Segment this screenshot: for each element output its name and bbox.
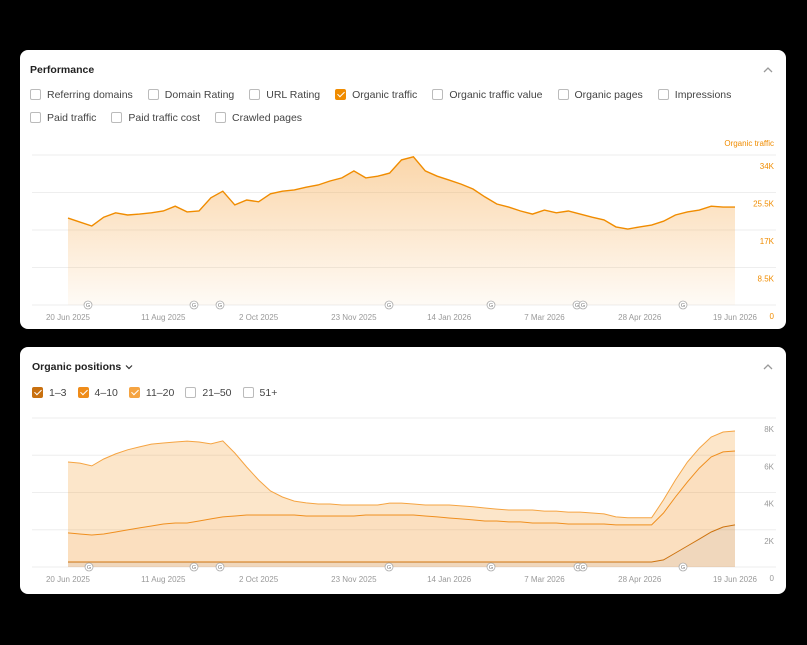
checkbox-label: Paid traffic: [47, 111, 97, 124]
checkbox-option[interactable]: 1–3: [32, 386, 67, 399]
checkbox[interactable]: [111, 112, 123, 123]
panel-title: Performance: [30, 64, 95, 76]
checkbox-option[interactable]: Paid traffic: [30, 111, 96, 124]
panel-title-row[interactable]: Organic positions: [32, 361, 133, 373]
checkbox-option[interactable]: Paid traffic cost: [111, 111, 200, 124]
checkbox-option[interactable]: 51+: [242, 386, 278, 399]
checkbox[interactable]: [77, 387, 89, 398]
positions-panel: [20, 347, 786, 594]
checkbox-option[interactable]: Organic traffic value: [432, 88, 543, 101]
checkbox-label: 51+: [259, 386, 278, 399]
checkbox-option[interactable]: Organic pages: [557, 88, 643, 101]
checkbox-label: Organic traffic value: [449, 88, 543, 101]
position-options: 1–3 4–10 11–20 21–50 51+: [32, 386, 432, 399]
panel-title: Organic positions: [32, 361, 122, 373]
checkbox[interactable]: [215, 112, 227, 123]
checkbox[interactable]: [185, 387, 197, 398]
checkbox-option[interactable]: 21–50: [185, 386, 232, 399]
checkbox-option[interactable]: Crawled pages: [215, 111, 302, 124]
checkbox[interactable]: [242, 387, 254, 398]
checkbox-option[interactable]: URL Rating: [249, 88, 320, 101]
checkbox-option[interactable]: Referring domains: [30, 88, 133, 101]
checkbox-label: URL Rating: [266, 88, 321, 101]
checkbox-label: Organic traffic: [352, 88, 418, 101]
checkbox-option[interactable]: Impressions: [657, 88, 732, 101]
dropdown-icon: [125, 365, 133, 370]
checkbox-label: Organic pages: [574, 88, 643, 101]
checkbox-label: Impressions: [674, 88, 732, 101]
checkbox[interactable]: [657, 89, 669, 100]
checkbox-label: 21–50: [202, 386, 232, 399]
checkbox[interactable]: [30, 89, 41, 100]
checkbox-label: Referring domains: [47, 88, 133, 101]
checkbox[interactable]: [147, 89, 159, 100]
checkbox-label: Domain Rating: [164, 88, 235, 101]
checkbox-option[interactable]: 4–10: [77, 386, 118, 399]
checkbox[interactable]: [335, 89, 347, 100]
checkbox[interactable]: [249, 89, 261, 100]
checkbox[interactable]: [432, 89, 444, 100]
metric-options: Referring domains Domain Rating URL Rating…: [30, 88, 780, 124]
checkbox[interactable]: [32, 387, 43, 398]
checkbox-label: Crawled pages: [232, 111, 303, 124]
checkbox-option[interactable]: Organic traffic: [335, 88, 417, 101]
checkbox[interactable]: [128, 387, 140, 398]
checkbox-label: Paid traffic cost: [128, 111, 201, 124]
checkbox-option[interactable]: 11–20: [128, 386, 175, 399]
checkbox[interactable]: [557, 89, 569, 100]
checkbox[interactable]: [30, 112, 41, 123]
checkbox-label: 4–10: [94, 386, 118, 399]
checkbox-label: 11–20: [145, 386, 175, 399]
checkbox-option[interactable]: Domain Rating: [147, 88, 235, 101]
checkbox-label: 1–3: [49, 386, 67, 399]
